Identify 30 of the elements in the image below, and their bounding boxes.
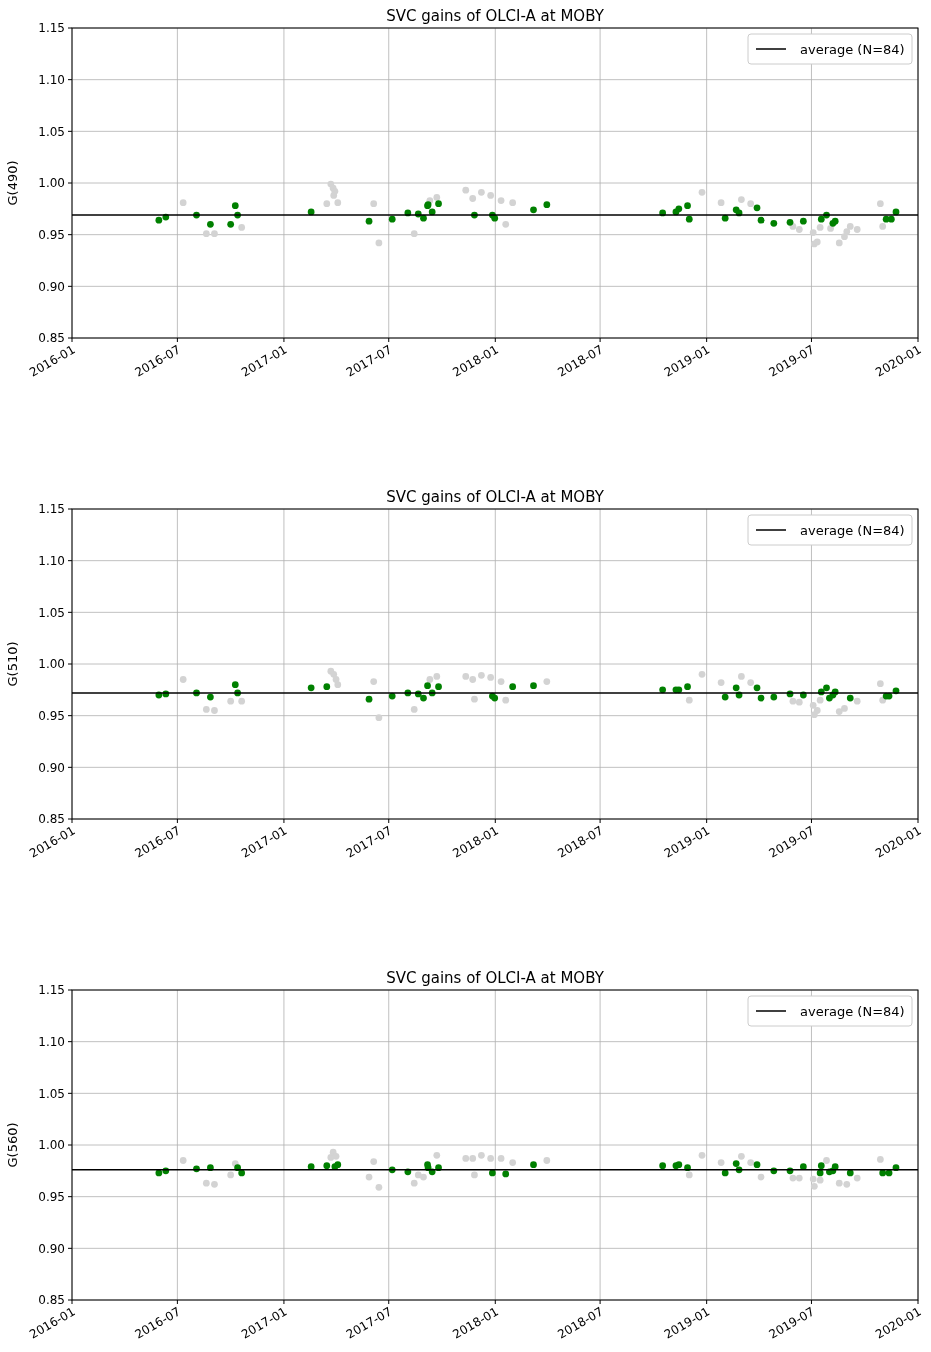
y-tick-label: 1.10 <box>38 553 65 568</box>
y-tick-label: 1.10 <box>38 72 65 87</box>
chart-title: SVC gains of OLCI-A at MOBY <box>386 7 605 25</box>
y-tick-label: 1.10 <box>38 1034 65 1049</box>
y-tick-label: 0.95 <box>38 1189 65 1204</box>
y-tick-label: 0.90 <box>38 760 65 775</box>
y-tick-label: 0.85 <box>38 1293 65 1308</box>
y-tick-label: 0.85 <box>38 331 65 346</box>
y-tick-label: 1.00 <box>38 657 65 672</box>
y-tick-label: 1.05 <box>38 124 65 139</box>
y-axis-title: G(490) <box>5 160 20 206</box>
y-tick-label: 1.05 <box>38 605 65 620</box>
chart-title: SVC gains of OLCI-A at MOBY <box>386 969 605 987</box>
legend-label: average (N=84) <box>800 1003 905 1019</box>
legend-label: average (N=84) <box>800 41 905 57</box>
y-tick-label: 1.15 <box>38 502 65 517</box>
y-tick-label: 1.05 <box>38 1086 65 1101</box>
y-tick-label: 0.85 <box>38 812 65 827</box>
y-tick-label: 1.15 <box>38 983 65 998</box>
y-axis-title: G(510) <box>5 641 20 687</box>
y-tick-label: 0.95 <box>38 227 65 242</box>
chart-title: SVC gains of OLCI-A at MOBY <box>386 488 605 506</box>
y-tick-label: 1.00 <box>38 1138 65 1153</box>
y-tick-label: 1.15 <box>38 21 65 36</box>
y-tick-label: 1.00 <box>38 176 65 191</box>
y-tick-label: 0.90 <box>38 1241 65 1256</box>
y-axis-title: G(560) <box>5 1122 20 1168</box>
y-tick-label: 0.90 <box>38 279 65 294</box>
y-tick-label: 0.95 <box>38 708 65 723</box>
legend-label: average (N=84) <box>800 522 905 538</box>
